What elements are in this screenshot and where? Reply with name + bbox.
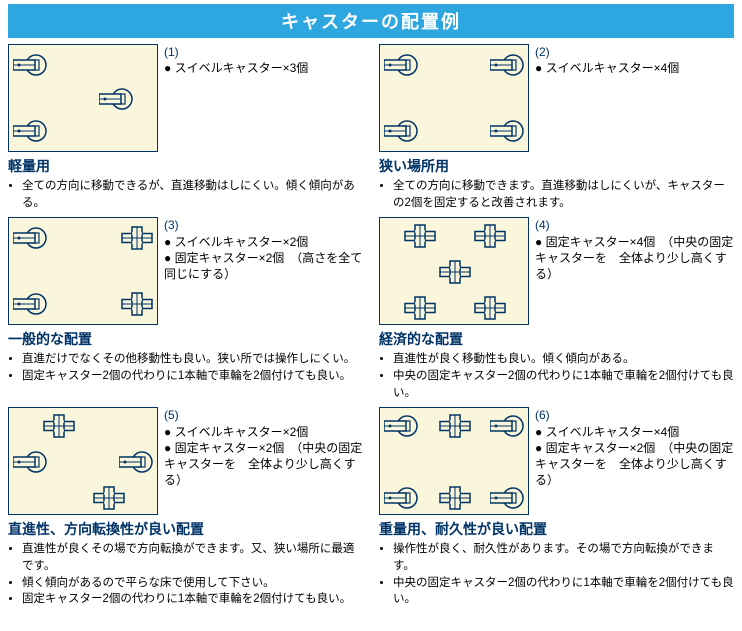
panel-subtitle: 一般的な配置 (8, 329, 363, 349)
panel-spec: (1)スイベルキャスター×3個 (164, 44, 308, 76)
caster-plate (379, 217, 529, 325)
layout-panel: (6)スイベルキャスター×4個固定キャスター×2個 （中央の固定キャスターを 全… (379, 407, 734, 608)
spec-item: 固定キャスター×2個 （高さを全て同じにする） (164, 250, 363, 282)
fixed-caster-icon (473, 223, 507, 249)
note-text: 固定キャスター2個の代わりに1本軸で車輪を2個付けても良い。 (22, 593, 351, 605)
panel-subtitle: 狭い場所用 (379, 156, 734, 176)
panel-subtitle: 重量用、耐久性が良い配置 (379, 519, 734, 539)
caster-plate (379, 44, 529, 152)
fixed-caster-icon (92, 485, 126, 511)
panel-notes: 直進性が良くその場で方向転換ができます。又、狭い場所に最適です。傾く傾向があるの… (8, 541, 363, 608)
panel-number: (3) (164, 217, 363, 233)
note-text: 全ての方向に移動できます。直進移動はしにくいが、キャスターの2個を固定すると改善… (393, 180, 725, 209)
panel-subtitle: 経済的な配置 (379, 329, 734, 349)
swivel-caster-icon (13, 117, 49, 145)
fixed-caster-icon (473, 295, 507, 321)
note-text: 直進性が良くその場で方向転換ができます。又、狭い場所に最適です。 (22, 543, 354, 572)
note-text: 直進だけでなくその他移動性も良い。狭い所では操作しにくい。 (22, 353, 355, 365)
panel-number: (4) (535, 217, 734, 233)
fixed-caster-icon (403, 295, 437, 321)
fixed-caster-icon (120, 225, 154, 251)
swivel-caster-icon (119, 448, 155, 476)
title-banner: キャスターの配置例 (8, 4, 734, 38)
note-text: 直進性が良く移動性も良い。傾く傾向がある。 (393, 353, 635, 365)
caster-plate (8, 44, 158, 152)
note-text: 中央の固定キャスター2個の代わりに1本軸で車輪を2個付けても良い。 (393, 370, 734, 399)
layout-panel: (4)固定キャスター×4個 （中央の固定キャスターを 全体より少し高くする） 経済… (379, 217, 734, 401)
fixed-caster-icon (438, 485, 472, 511)
panel-notes: 全ての方向に移動できます。直進移動はしにくいが、キャスターの2個を固定すると改善… (379, 178, 734, 211)
layout-panel: (5)スイベルキャスター×2個固定キャスター×2個 （中央の固定キャスターを 全… (8, 407, 363, 608)
spec-item: スイベルキャスター×2個 (164, 234, 363, 250)
fixed-caster-icon (438, 259, 472, 285)
fixed-caster-icon (42, 413, 76, 439)
spec-item: 固定キャスター×2個 （中央の固定キャスターを 全体より少し高くする） (535, 440, 734, 489)
swivel-caster-icon (490, 117, 526, 145)
note-text: 固定キャスター2個の代わりに1本軸で車輪を2個付けても良い。 (22, 370, 351, 382)
panel-spec: (3)スイベルキャスター×2個固定キャスター×2個 （高さを全て同じにする） (164, 217, 363, 282)
spec-item: スイベルキャスター×4個 (535, 60, 679, 76)
panel-notes: 操作性が良く、耐久性があります。その場で方向転換ができます。中央の固定キャスター… (379, 541, 734, 608)
swivel-caster-icon (384, 51, 420, 79)
panel-spec: (4)固定キャスター×4個 （中央の固定キャスターを 全体より少し高くする） (535, 217, 734, 282)
panel-spec: (5)スイベルキャスター×2個固定キャスター×2個 （中央の固定キャスターを 全… (164, 407, 363, 488)
panel-notes: 直進だけでなくその他移動性も良い。狭い所では操作しにくい。固定キャスター2個の代… (8, 351, 363, 384)
swivel-caster-icon (13, 51, 49, 79)
layout-panel: (1)スイベルキャスター×3個軽量用全ての方向に移動できるが、直進移動はしにくい… (8, 44, 363, 211)
swivel-caster-icon (13, 224, 49, 252)
spec-item: スイベルキャスター×2個 (164, 424, 363, 440)
caster-plate (8, 407, 158, 515)
panel-number: (5) (164, 407, 363, 423)
swivel-caster-icon (490, 412, 526, 440)
spec-item: 固定キャスター×2個 （中央の固定キャスターを 全体より少し高くする） (164, 440, 363, 489)
layout-panel: (2)スイベルキャスター×4個狭い場所用全ての方向に移動できます。直進移動はしに… (379, 44, 734, 211)
panel-grid: (1)スイベルキャスター×3個軽量用全ての方向に移動できるが、直進移動はしにくい… (8, 44, 734, 608)
spec-item: スイベルキャスター×4個 (535, 424, 734, 440)
swivel-caster-icon (384, 117, 420, 145)
swivel-caster-icon (99, 85, 135, 113)
caster-plate (8, 217, 158, 325)
caster-plate (379, 407, 529, 515)
note-text: 操作性が良く、耐久性があります。その場で方向転換ができます。 (393, 543, 714, 572)
panel-spec: (2)スイベルキャスター×4個 (535, 44, 679, 76)
panel-notes: 直進性が良く移動性も良い。傾く傾向がある。中央の固定キャスター2個の代わりに1本… (379, 351, 734, 401)
note-text: 中央の固定キャスター2個の代わりに1本軸で車輪を2個付けても良い。 (393, 577, 734, 606)
panel-spec: (6)スイベルキャスター×4個固定キャスター×2個 （中央の固定キャスターを 全… (535, 407, 734, 488)
note-text: 全ての方向に移動できるが、直進移動はしにくい。傾く傾向がある。 (22, 180, 355, 209)
swivel-caster-icon (13, 290, 49, 318)
panel-notes: 全ての方向に移動できるが、直進移動はしにくい。傾く傾向がある。 (8, 178, 363, 211)
note-text: 傾く傾向があるので平らな床で使用して下さい。 (22, 577, 275, 589)
swivel-caster-icon (490, 51, 526, 79)
panel-number: (6) (535, 407, 734, 423)
fixed-caster-icon (403, 223, 437, 249)
swivel-caster-icon (13, 448, 49, 476)
swivel-caster-icon (490, 484, 526, 512)
panel-number: (1) (164, 44, 308, 60)
spec-item: スイベルキャスター×3個 (164, 60, 308, 76)
spec-item: 固定キャスター×4個 （中央の固定キャスターを 全体より少し高くする） (535, 234, 734, 283)
fixed-caster-icon (120, 291, 154, 317)
panel-number: (2) (535, 44, 679, 60)
layout-panel: (3)スイベルキャスター×2個固定キャスター×2個 （高さを全て同じにする） 一般… (8, 217, 363, 401)
panel-subtitle: 直進性、方向転換性が良い配置 (8, 519, 363, 539)
fixed-caster-icon (438, 413, 472, 439)
swivel-caster-icon (384, 484, 420, 512)
panel-subtitle: 軽量用 (8, 156, 363, 176)
swivel-caster-icon (384, 412, 420, 440)
